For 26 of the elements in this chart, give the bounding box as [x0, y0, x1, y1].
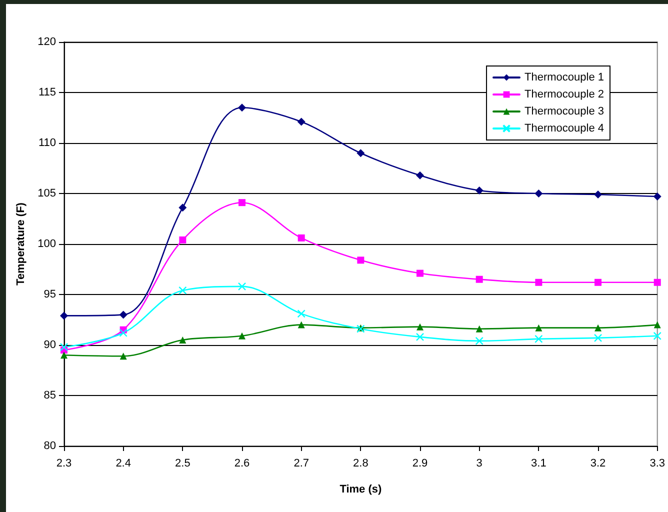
y-tick-label: 105: [38, 188, 56, 200]
x-axis-title: Time (s): [340, 484, 382, 496]
x-tick-label: 2.4: [116, 458, 131, 470]
x-tick-label: 2.9: [412, 458, 428, 470]
x-tick-label: 2.7: [294, 458, 309, 470]
x-tick-label: 2.6: [234, 458, 250, 470]
x-tick-label: 3.3: [650, 458, 666, 470]
x-tick-label: 2.8: [353, 458, 368, 470]
x-tick-label: 3.1: [531, 458, 546, 470]
y-tick-label: 95: [44, 288, 56, 300]
y-tick-label: 110: [38, 137, 56, 149]
legend-label: Thermocouple 3: [524, 106, 604, 118]
y-axis-title: Temperature (F): [15, 202, 28, 286]
y-tick-label: 80: [44, 440, 56, 452]
y-tick-label: 90: [44, 339, 56, 351]
x-tick-label: 3: [476, 458, 482, 470]
y-tick-label: 115: [38, 86, 56, 98]
x-tick-label: 3.2: [590, 458, 606, 470]
legend-label: Thermocouple 4: [524, 122, 604, 134]
legend-label: Thermocouple 2: [524, 88, 604, 100]
x-tick-label: 2.3: [56, 458, 72, 470]
y-tick-label: 100: [38, 238, 56, 250]
y-tick-label: 120: [38, 36, 56, 48]
legend-label: Thermocouple 1: [524, 72, 604, 84]
x-tick-label: 2.5: [175, 458, 190, 470]
y-tick-label: 85: [44, 390, 56, 402]
